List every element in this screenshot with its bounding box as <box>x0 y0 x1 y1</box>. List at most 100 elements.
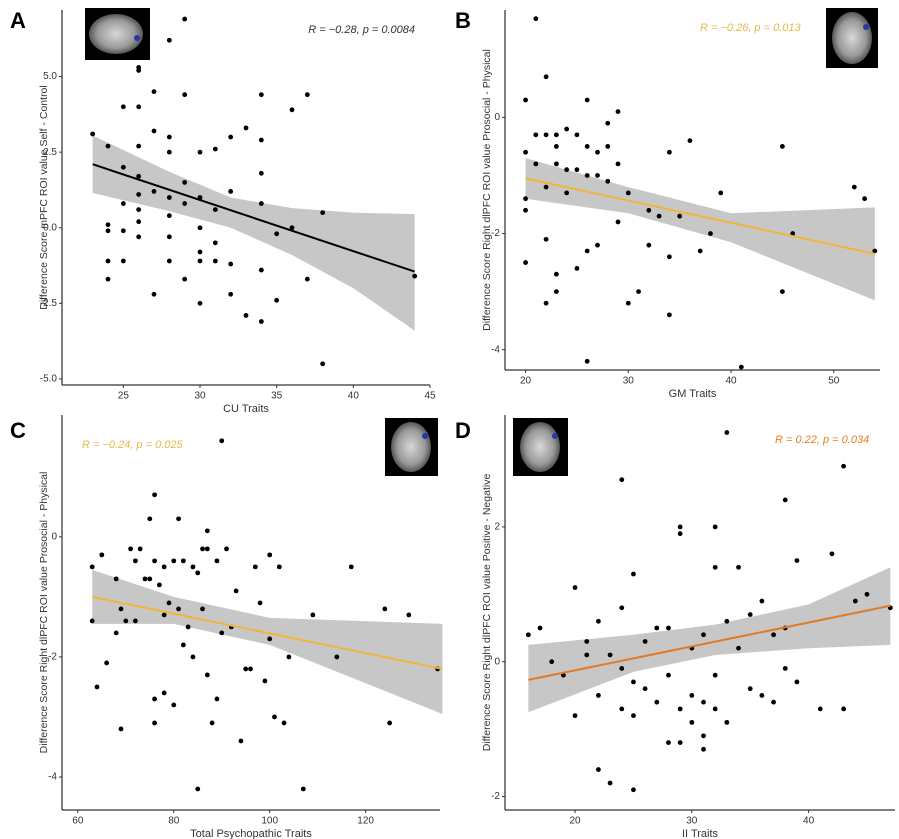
data-point <box>782 497 788 503</box>
data-point <box>197 249 203 255</box>
data-point <box>334 654 340 660</box>
data-point <box>794 679 800 685</box>
data-point <box>274 297 280 303</box>
data-point <box>631 713 636 719</box>
data-point <box>619 666 625 671</box>
brain-image <box>85 8 150 60</box>
data-point <box>631 571 636 577</box>
data-point <box>166 234 172 240</box>
annotation: R = 0.22, p = 0.034 <box>775 434 869 446</box>
data-point <box>105 222 111 228</box>
data-point <box>348 564 354 570</box>
x-tick-label: 20 <box>520 376 532 387</box>
data-point <box>243 125 249 131</box>
data-point <box>666 312 672 318</box>
data-point <box>701 699 706 705</box>
data-point <box>136 143 142 149</box>
data-point <box>864 591 870 597</box>
data-point <box>304 92 310 98</box>
data-point <box>525 632 531 638</box>
trend-line <box>92 595 443 670</box>
data-point <box>142 576 148 582</box>
data-point <box>89 618 95 624</box>
data-point <box>320 361 326 367</box>
data-point <box>132 618 138 624</box>
data-point <box>564 126 570 132</box>
data-point <box>228 291 234 297</box>
data-point <box>595 149 600 155</box>
data-point <box>387 720 393 726</box>
trend-line <box>528 604 891 681</box>
data-point <box>243 666 249 672</box>
data-point <box>523 97 528 103</box>
data-point <box>228 189 234 194</box>
data-point <box>212 240 218 246</box>
x-tick-label: 80 <box>168 816 180 827</box>
data-point <box>182 92 188 98</box>
data-point <box>689 693 695 698</box>
data-point <box>712 524 718 530</box>
data-point <box>759 693 765 698</box>
y-tick-label: -2.5 <box>40 298 58 309</box>
data-point <box>258 170 264 176</box>
data-point <box>182 276 188 282</box>
data-point <box>625 190 631 196</box>
data-point <box>574 167 580 173</box>
panel: 0 -2 -4 60 80 100 120 Total Psychopathic Traits… <box>10 415 443 839</box>
y-tick-label: -2 <box>491 791 500 802</box>
data-point <box>136 234 142 240</box>
y-tick-label: 2.5 <box>43 147 57 158</box>
confidence-band <box>92 569 443 714</box>
data-point <box>771 632 776 638</box>
data-point <box>543 300 549 306</box>
data-point <box>619 477 625 483</box>
data-point <box>212 207 218 212</box>
panel: 5.0 2.5 0.0 -2.5 -5.0 25 30 35 40 45 CU Traits Diff… <box>10 8 436 415</box>
data-point <box>584 173 590 178</box>
data-point <box>152 696 157 702</box>
data-point <box>120 164 126 170</box>
data-point <box>104 660 110 666</box>
data-point <box>841 706 847 712</box>
data-point <box>204 528 210 534</box>
data-point <box>166 195 172 200</box>
x-axis-label: CU Traits <box>223 403 269 415</box>
data-point <box>123 618 129 624</box>
panel-letter: A <box>10 8 26 33</box>
data-point <box>132 558 138 564</box>
data-point <box>794 558 800 563</box>
data-point <box>656 213 662 219</box>
x-tick-label: 30 <box>623 376 635 387</box>
data-point <box>677 531 683 537</box>
data-point <box>666 672 671 678</box>
data-point <box>118 726 124 732</box>
data-point <box>310 612 316 618</box>
data-point <box>619 605 625 611</box>
data-point <box>605 178 611 184</box>
data-point <box>523 260 528 265</box>
data-point <box>771 699 776 705</box>
data-point <box>204 672 210 678</box>
x-tick-label: 40 <box>725 376 737 387</box>
data-point <box>152 720 157 726</box>
x-tick-label: 30 <box>686 816 698 827</box>
annotation: R = −0.24, p = 0.025 <box>82 439 183 451</box>
data-point <box>182 201 188 206</box>
data-point <box>666 254 672 260</box>
data-point <box>180 558 186 564</box>
data-point <box>666 149 672 155</box>
data-point <box>136 68 142 73</box>
data-point <box>584 652 590 658</box>
x-axis-label: II Traits <box>682 828 719 839</box>
data-point <box>272 714 277 720</box>
data-point <box>553 132 559 138</box>
data-point <box>523 207 528 213</box>
x-tick-label: 100 <box>261 816 278 827</box>
data-point <box>782 666 788 671</box>
data-point <box>166 149 172 155</box>
annotation: R = −0.28, p = 0.0084 <box>308 24 415 36</box>
data-point <box>267 552 273 558</box>
data-point <box>300 786 306 792</box>
data-point <box>197 149 203 155</box>
